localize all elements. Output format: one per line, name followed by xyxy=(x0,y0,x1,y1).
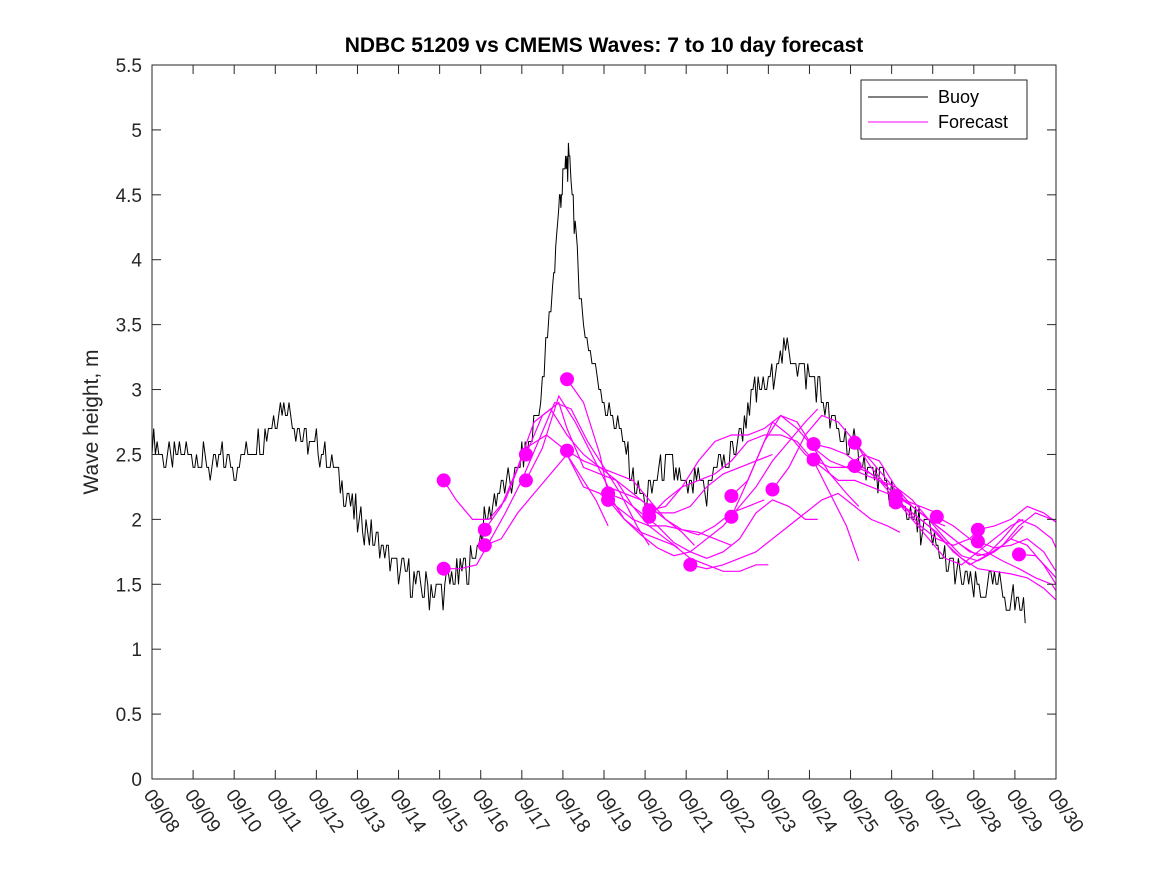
forecast-start-marker-22 xyxy=(888,495,903,510)
forecast-start-marker-23 xyxy=(929,509,944,524)
forecast-start-marker-5 xyxy=(518,447,533,462)
y-tick-label: 1.5 xyxy=(116,575,142,596)
y-tick-label: 2 xyxy=(131,510,142,531)
buoy-series-line xyxy=(151,142,1026,624)
forecast-start-marker-19 xyxy=(847,435,862,450)
forecast-start-marker-8 xyxy=(560,443,574,458)
data-layer xyxy=(151,142,1057,624)
y-tick-label: 1 xyxy=(131,640,142,661)
y-tick-label: 5 xyxy=(131,121,142,142)
forecast-line-3 xyxy=(484,408,695,546)
forecast-start-marker-4 xyxy=(477,538,492,553)
forecast-line-22 xyxy=(895,501,1057,601)
legend-box xyxy=(860,79,1028,140)
y-axis-label: Wave height, m xyxy=(80,349,103,494)
forecast-start-marker-12 xyxy=(642,509,657,524)
forecast-line-15 xyxy=(730,414,946,527)
forecast-line-2 xyxy=(443,401,650,570)
forecast-start-marker-1 xyxy=(436,473,451,488)
forecast-start-marker-3 xyxy=(477,522,492,537)
forecast-line-12 xyxy=(648,434,860,562)
forecast-start-marker-6 xyxy=(518,473,533,488)
forecast-line-11 xyxy=(649,414,860,511)
forecast-start-marker-10 xyxy=(601,492,616,507)
y-tick-label: 4.5 xyxy=(116,186,142,207)
forecast-start-marker-24 xyxy=(970,522,985,537)
forecast-line-26 xyxy=(1018,553,1057,579)
forecast-line-13 xyxy=(690,492,901,570)
y-tick-label: 0 xyxy=(131,770,142,791)
forecast-start-marker-16 xyxy=(765,482,780,497)
y-tick-label: 2.5 xyxy=(116,445,142,466)
forecast-line-25 xyxy=(977,538,1057,572)
forecast-line-23 xyxy=(936,516,1057,592)
forecast-start-marker-15 xyxy=(724,509,739,524)
legend: Buoy Forecast xyxy=(860,79,1028,140)
forecast-line-21 xyxy=(895,495,1057,585)
forecast-start-marker-20 xyxy=(847,459,862,474)
forecast-start-marker-7 xyxy=(560,372,574,387)
forecast-start-marker-13 xyxy=(683,557,698,572)
forecast-start-marker-25 xyxy=(970,534,985,549)
chart-title: NDBC 51209 vs CMEMS Waves: 7 to 10 day f… xyxy=(345,34,864,57)
forecast-start-marker-26 xyxy=(1012,547,1026,562)
forecast-line-10 xyxy=(607,408,819,557)
forecast-line-17 xyxy=(813,443,1024,566)
forecast-line-7 xyxy=(566,378,769,572)
forecast-start-marker-18 xyxy=(806,452,821,467)
forecast-start-marker-17 xyxy=(806,437,821,452)
plot-area xyxy=(152,65,1056,779)
legend-forecast-label: Forecast xyxy=(938,112,1008,132)
forecast-start-marker-14 xyxy=(724,489,739,503)
y-tick-label: 5.5 xyxy=(116,56,142,77)
legend-buoy-label: Buoy xyxy=(938,87,979,107)
y-tick-label: 0.5 xyxy=(116,705,142,726)
forecast-line-24 xyxy=(977,505,1057,531)
y-tick-label: 4 xyxy=(131,251,142,272)
y-tick-label: 3 xyxy=(131,381,142,402)
forecast-start-marker-2 xyxy=(436,561,451,576)
y-tick-label: 3.5 xyxy=(116,316,142,337)
